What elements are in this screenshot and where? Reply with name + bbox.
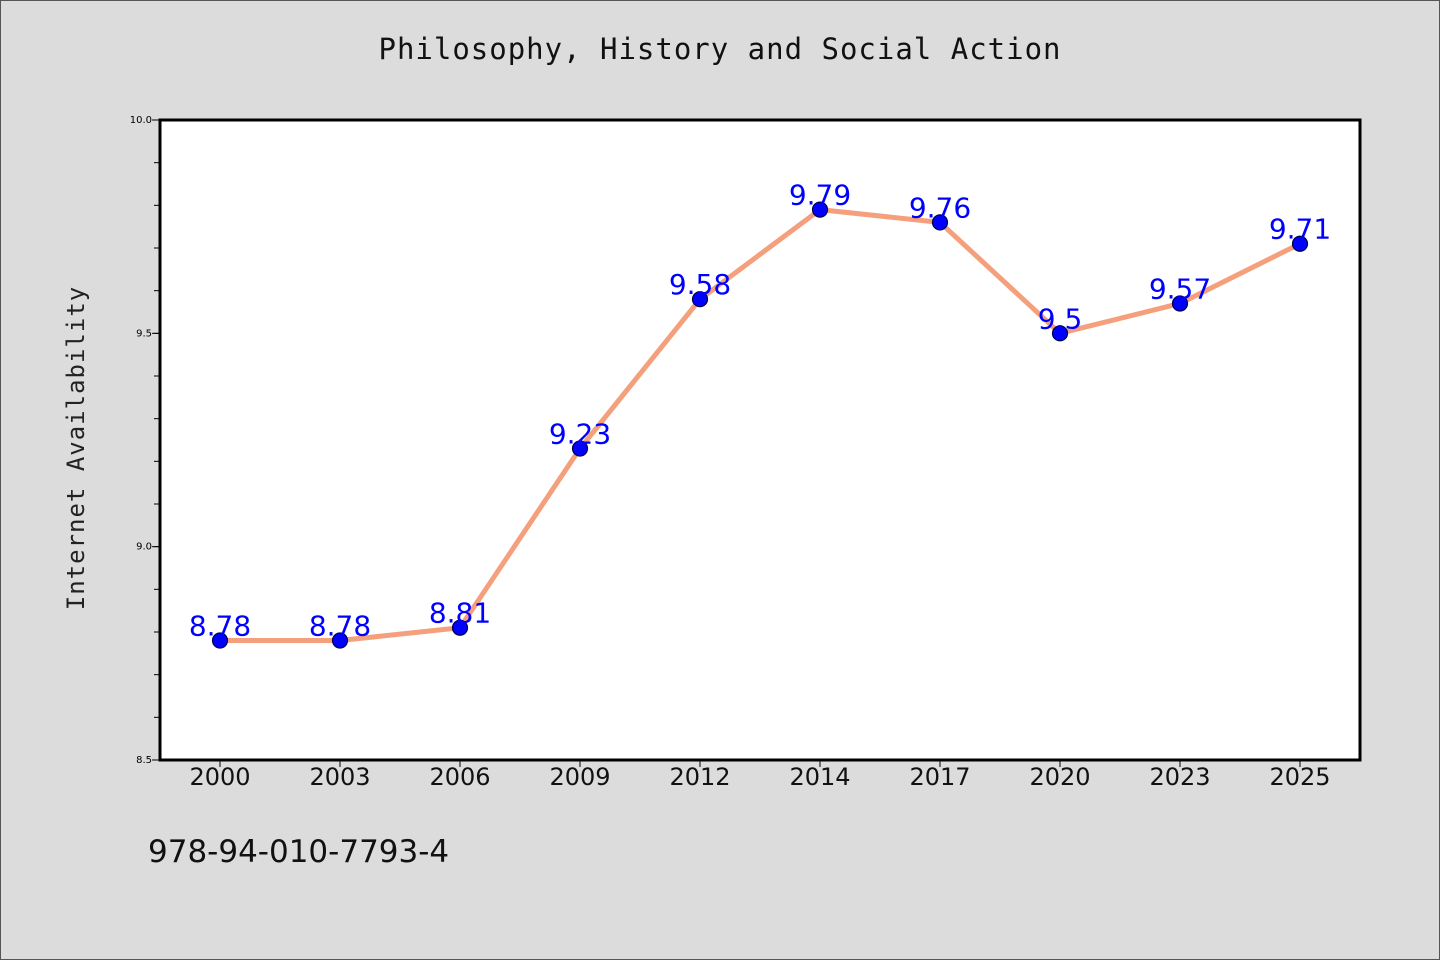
data-point xyxy=(451,619,469,636)
data-point xyxy=(211,632,229,649)
data-point xyxy=(931,214,949,231)
x-tick-label: 2009 xyxy=(549,763,610,791)
series-group xyxy=(211,201,1309,649)
data-point xyxy=(331,632,349,649)
y-axis-ticks: 8.5 9.0 9.5 10.0 xyxy=(130,115,160,766)
y-tick-label: 8.5 xyxy=(136,755,152,766)
data-label: 8.81 xyxy=(429,597,491,630)
x-tick-label: 2017 xyxy=(909,763,970,791)
y-tick-label: 10.0 xyxy=(130,115,152,126)
data-point xyxy=(811,201,829,218)
y-tick-label: 9.5 xyxy=(136,328,152,339)
x-axis-ticks: 2000 2003 2006 2009 2012 2014 2017 2020 2023 2025 xyxy=(189,760,1331,791)
x-tick-label: 2020 xyxy=(1029,763,1090,791)
data-label: 9.57 xyxy=(1149,272,1211,305)
x-tick-label: 2000 xyxy=(189,763,250,791)
data-label: 8.78 xyxy=(309,610,371,643)
x-tick-label: 2023 xyxy=(1149,763,1210,791)
data-label: 9.79 xyxy=(789,179,851,212)
data-label: 9.71 xyxy=(1269,213,1331,246)
data-label: 8.78 xyxy=(189,610,251,643)
chart-title: Philosophy, History and Social Action xyxy=(378,32,1062,66)
data-label: 9.58 xyxy=(669,268,731,301)
x-tick-label: 2012 xyxy=(669,763,730,791)
x-tick-label: 2003 xyxy=(309,763,370,791)
x-tick-label: 2006 xyxy=(429,763,490,791)
plot-border xyxy=(158,118,1362,762)
data-label: 9.5 xyxy=(1038,302,1083,335)
data-label: 9.76 xyxy=(909,191,971,224)
data-point xyxy=(1291,235,1309,252)
x-tick-label: 2025 xyxy=(1269,763,1330,791)
x-tick-label: 2014 xyxy=(789,763,850,791)
footer-code: 978-94-010-7793-4 xyxy=(148,834,450,870)
data-point xyxy=(691,291,709,308)
series-line xyxy=(217,207,1303,644)
data-point xyxy=(1171,295,1189,312)
data-point xyxy=(1051,325,1069,342)
data-point xyxy=(571,440,589,457)
plot-area xyxy=(160,120,1360,760)
data-labels: 8.78 8.78 8.81 9.23 9.58 9.79 9.76 9.5 9.57 9.71 xyxy=(189,179,1331,643)
data-label: 9.23 xyxy=(549,418,611,451)
y-tick-label: 9.0 xyxy=(136,542,152,553)
